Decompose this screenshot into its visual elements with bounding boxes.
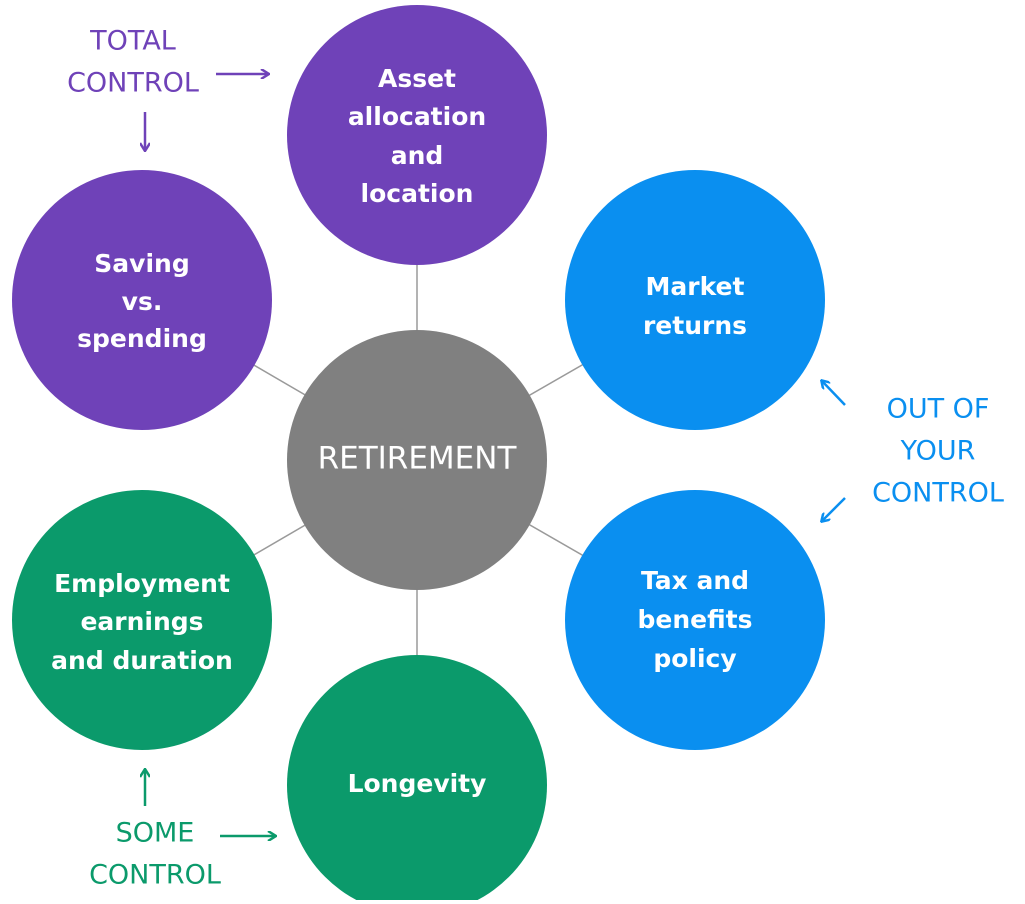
annotation: CONTROL [89, 860, 221, 891]
node-label: and [391, 141, 444, 170]
node-label: Longevity [348, 769, 487, 798]
arrow [822, 381, 846, 406]
node-label: returns [643, 311, 747, 340]
node-label: earnings [80, 607, 203, 636]
node-label: Asset [378, 64, 456, 93]
center-label: RETIREMENT [318, 441, 518, 477]
node-label: Market [646, 272, 745, 301]
node-label: Saving [94, 249, 189, 278]
arrow [822, 497, 846, 521]
node-label: policy [653, 644, 736, 673]
node-circle [12, 170, 272, 430]
node-circle [287, 5, 547, 265]
node-label: spending [77, 324, 207, 353]
node-circle [287, 655, 547, 904]
node-label: allocation [348, 102, 486, 131]
annotation: CONTROL [872, 478, 1004, 509]
node-label: Tax and [641, 566, 749, 595]
node-circle [12, 490, 272, 750]
annotation: CONTROL [67, 68, 199, 99]
annotation: YOUR [900, 436, 976, 467]
node-circle [565, 490, 825, 750]
center-circle [287, 330, 547, 590]
node-label: Employment [54, 569, 230, 598]
node-label: location [361, 179, 474, 208]
node-label: vs. [122, 287, 163, 316]
node-label: benefits [638, 605, 753, 634]
node-circle [565, 170, 825, 430]
annotation: SOME [116, 818, 195, 849]
node-label: and duration [51, 646, 233, 675]
annotation: OUT OF [887, 394, 990, 425]
annotation: TOTAL [89, 26, 176, 57]
